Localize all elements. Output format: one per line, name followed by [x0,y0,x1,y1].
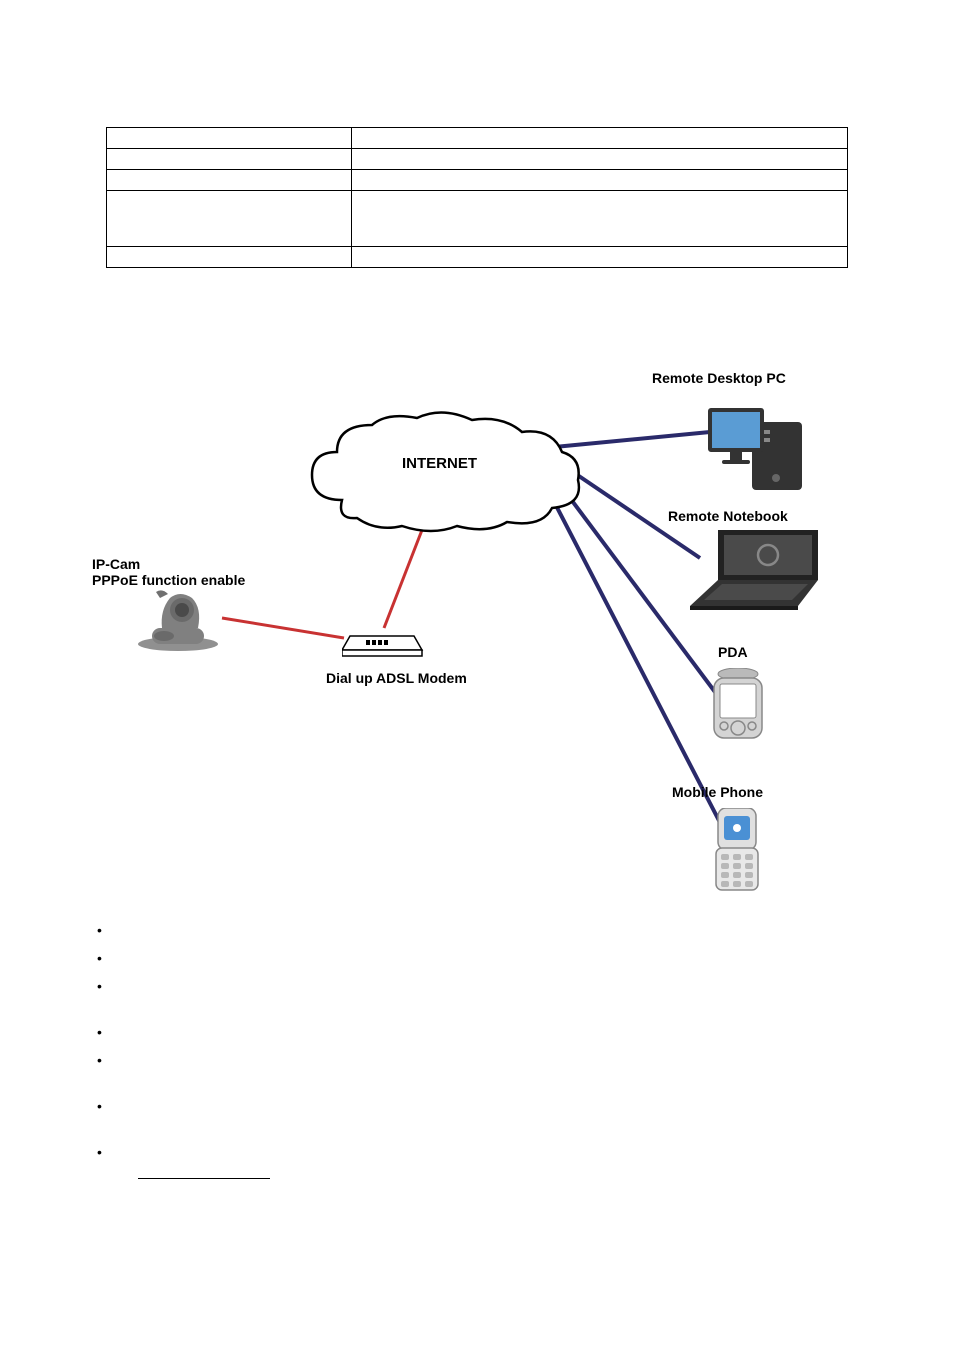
table-cell [351,191,847,247]
network-diagram: INTERNET [92,360,858,905]
modem-icon [342,628,424,658]
list-item [97,1098,857,1130]
cloud-shape [302,410,588,538]
table-cell [351,247,847,268]
table-row [107,149,848,170]
modem-label: Dial up ADSL Modem [326,670,467,686]
table-row [107,191,848,247]
pda-label: PDA [718,644,748,660]
table-cell [107,170,352,191]
ipcam-label-2: PPPoE function enable [92,572,245,588]
connection-line [384,530,422,628]
remote-notebook-label: Remote Notebook [668,508,788,524]
data-table [106,127,848,268]
instructions-list [97,922,857,1172]
table-cell [107,128,352,149]
list-item [97,922,857,936]
table-cell [107,149,352,170]
table-cell [107,191,352,247]
ipcam-icon [132,580,224,652]
internet-label: INTERNET [402,455,477,472]
table-row [107,247,848,268]
settings-table [106,127,848,268]
list-item [97,1144,857,1158]
desktop-pc-icon [708,400,803,500]
table-cell [351,170,847,191]
table-cell [107,247,352,268]
table-cell [351,149,847,170]
ipcam-label-1: IP-Cam [92,556,140,572]
list-item [97,950,857,964]
laptop-icon [690,530,828,610]
mobile-phone-label: Mobile Phone [672,784,763,800]
list-item [97,1024,857,1038]
connection-line [222,618,344,638]
table-row [107,170,848,191]
table-cell [351,128,847,149]
text-underline [138,1178,270,1179]
remote-desktop-label: Remote Desktop PC [652,370,786,386]
list-item [97,978,857,1010]
pda-icon [708,668,768,748]
list-item [97,1052,857,1084]
table-row [107,128,848,149]
phone-icon [708,808,766,893]
